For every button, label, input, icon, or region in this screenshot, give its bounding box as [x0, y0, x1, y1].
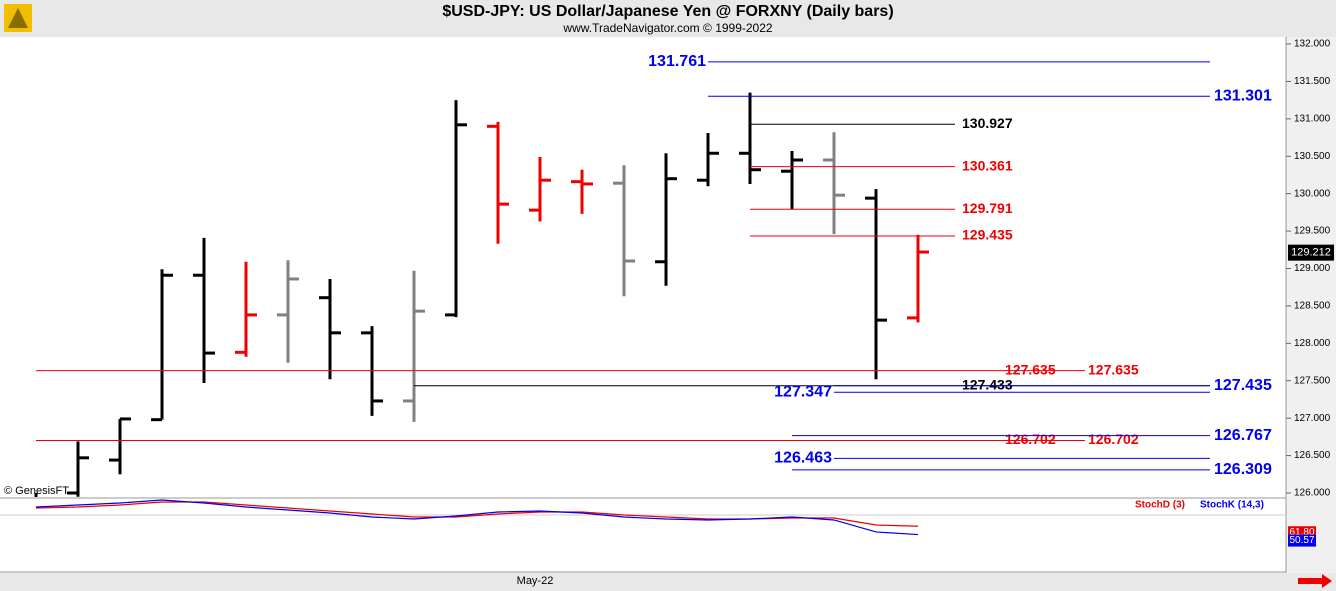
legend-entry: StochD (3)	[1135, 500, 1185, 511]
level-label: 127.433	[962, 376, 1013, 392]
price-axis-bg	[1286, 37, 1336, 573]
legend-entry: StochK (14,3)	[1200, 500, 1264, 511]
level-label: 129.791	[962, 200, 1013, 216]
level-label: 126.702	[1005, 431, 1056, 447]
level-label: 129.435	[962, 227, 1013, 243]
y-tick-label: 131.500	[1294, 76, 1331, 87]
y-tick-label: 127.000	[1294, 413, 1331, 424]
level-label: 126.463	[774, 450, 832, 467]
last-price-label: 129.212	[1291, 247, 1331, 259]
y-tick-label: 126.000	[1294, 488, 1331, 499]
level-label: 126.309	[1214, 461, 1272, 478]
y-tick-label: 128.000	[1294, 338, 1331, 349]
last-price-box	[1288, 244, 1334, 261]
level-label: 126.702	[1088, 431, 1139, 447]
y-tick-label: 127.500	[1294, 375, 1331, 386]
watermark: © GenesisFT	[4, 485, 69, 497]
chart-title: $USD-JPY: US Dollar/Japanese Yen @ FORXN…	[442, 3, 893, 20]
scroll-arrow[interactable]	[1298, 574, 1332, 588]
level-label: 127.635	[1088, 361, 1139, 377]
level-label: 131.301	[1214, 88, 1272, 105]
level-label: 130.927	[962, 115, 1013, 131]
stoch-value-label: 61.80	[1289, 527, 1314, 538]
level-label: 131.761	[648, 53, 706, 70]
y-tick-label: 130.000	[1294, 188, 1331, 199]
y-tick-label: 131.000	[1294, 113, 1331, 124]
y-tick-label: 129.500	[1294, 226, 1331, 237]
y-tick-label: 132.000	[1294, 39, 1331, 50]
logo	[4, 4, 32, 32]
stoch-value-box	[1288, 534, 1316, 547]
stoch-line	[35, 499, 919, 536]
plot	[34, 92, 929, 497]
level-label: 127.435	[1214, 377, 1272, 394]
y-tick-label: 130.500	[1294, 151, 1331, 162]
title-bar	[0, 0, 1336, 37]
level-label: 126.767	[1214, 427, 1272, 444]
chart-subtitle: www.TradeNavigator.com © 1999-2022	[562, 21, 772, 35]
x-axis-bar	[0, 573, 1336, 591]
level-label: 127.635	[1005, 361, 1056, 377]
stoch-value-label: 50.57	[1289, 535, 1314, 546]
level-label: 130.361	[962, 157, 1013, 173]
y-tick-label: 128.500	[1294, 301, 1331, 312]
x-tick-label: May-22	[517, 575, 554, 587]
level-label: 127.347	[774, 383, 832, 400]
y-tick-label: 126.500	[1294, 450, 1331, 461]
y-tick-label: 129.000	[1294, 263, 1331, 274]
